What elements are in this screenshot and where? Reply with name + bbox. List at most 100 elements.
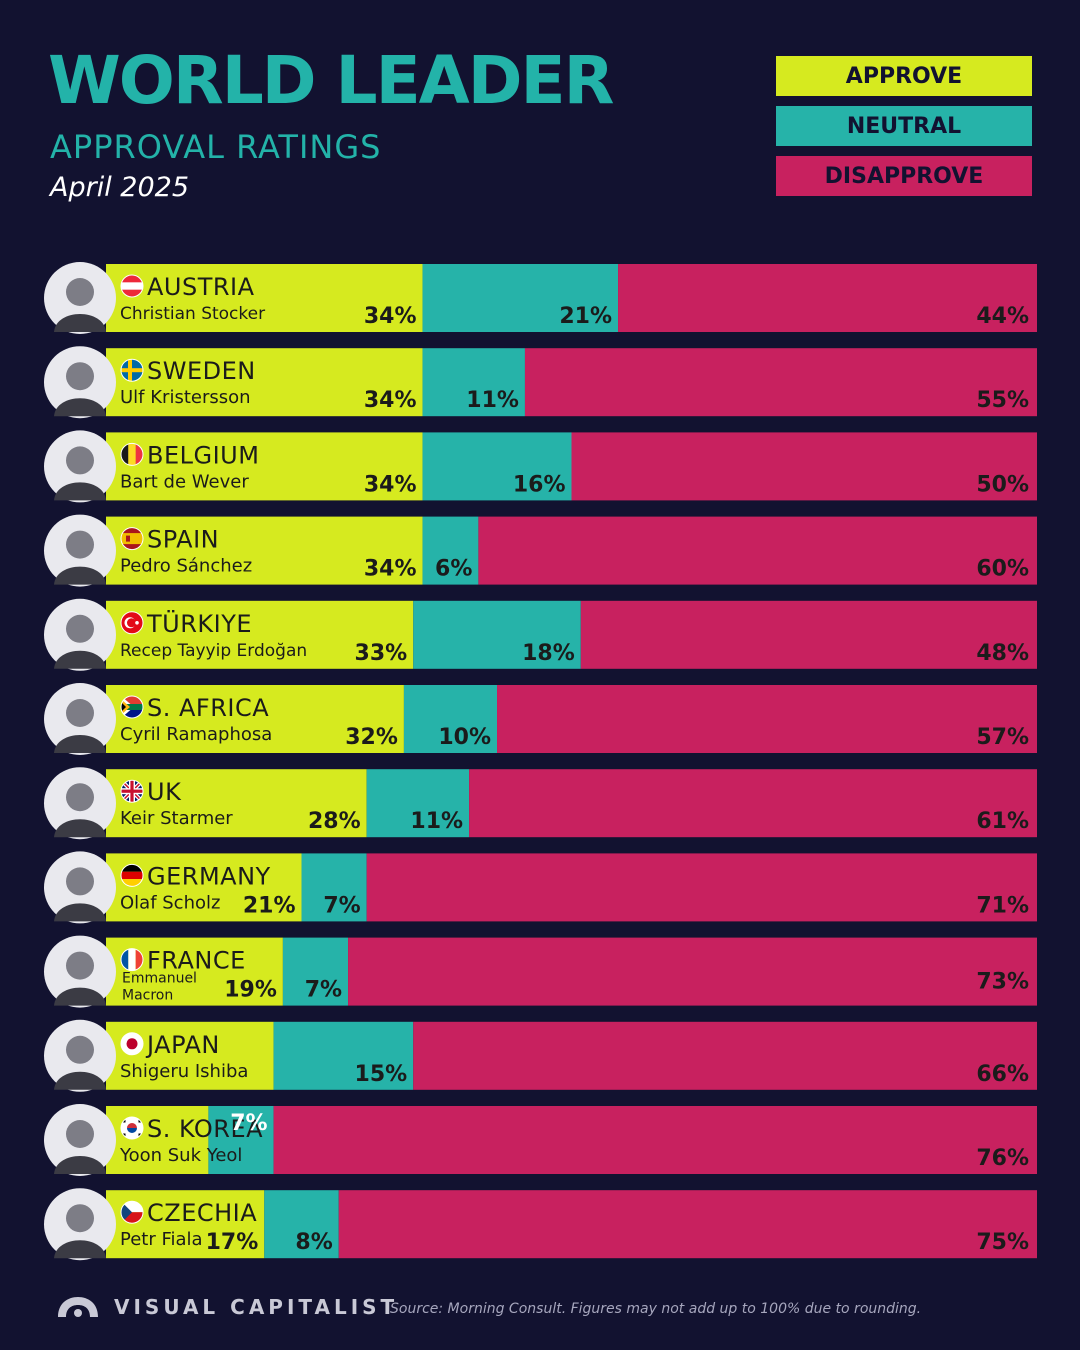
leader-portrait (44, 514, 116, 587)
czechia-flag-icon (121, 1201, 143, 1224)
country-label: BELGIUM (147, 441, 259, 469)
country-label: UK (147, 778, 182, 806)
value-label-neutral: 7% (305, 978, 342, 1003)
bar-approve (106, 685, 404, 753)
value-label-disapprove: 73% (976, 970, 1029, 995)
value-label-disapprove: 48% (976, 641, 1029, 666)
country-label: GERMANY (147, 862, 271, 890)
chart-subtitle: APPROVAL RATINGS (50, 128, 382, 166)
value-label-disapprove: 57% (976, 725, 1029, 750)
country-label: SWEDEN (147, 357, 256, 385)
leader-name: Petr Fiala (120, 1229, 203, 1250)
uk-flag-icon (121, 780, 143, 803)
value-label-neutral: 16% (513, 472, 566, 497)
footer-brand: VISUAL CAPITALIST (114, 1295, 399, 1319)
south-africa-flag-icon (121, 696, 143, 718)
value-label-neutral: 7% (323, 893, 360, 918)
value-label-approve: 21% (243, 893, 296, 918)
bar-neutral (422, 516, 479, 585)
bar-disapprove (348, 937, 1037, 1006)
country-label: S. AFRICA (147, 694, 269, 722)
bar-neutral (403, 685, 498, 753)
bar-approve (106, 516, 423, 585)
austria-flag-icon (121, 275, 143, 297)
bar-approve (106, 853, 302, 922)
japan-flag-icon (121, 1032, 143, 1055)
leader-portrait (44, 1188, 116, 1261)
leader-portrait (44, 598, 116, 671)
bar-approve (106, 1106, 209, 1174)
bar-neutral (301, 853, 367, 922)
bar-disapprove (618, 264, 1037, 332)
bar-disapprove (413, 1021, 1038, 1090)
brand-logo: VISUAL CAPITALIST (54, 1293, 398, 1321)
sweden-flag-icon (121, 359, 143, 382)
bar-neutral (282, 937, 349, 1006)
value-label-disapprove: 66% (976, 1062, 1029, 1087)
country-label: JAPAN (145, 1031, 220, 1059)
bar-approve (106, 264, 423, 332)
bar-disapprove (580, 600, 1037, 669)
country-label: FRANCE (147, 947, 246, 975)
bar-neutral (208, 1106, 274, 1174)
country-label: AUSTRIA (147, 273, 255, 301)
value-label-disapprove: 61% (976, 809, 1029, 834)
value-label-approve: 34% (364, 388, 417, 413)
bar-neutral (422, 348, 525, 417)
chart-title: WORLD LEADER (48, 42, 614, 119)
leader-portrait (44, 1019, 116, 1092)
value-label-disapprove: 55% (976, 388, 1029, 413)
value-label-neutral: 7% (230, 1111, 267, 1136)
value-label-approve: 28% (308, 809, 361, 834)
value-label-neutral: 11% (410, 809, 463, 834)
bar-approve (106, 769, 367, 838)
leader-name: Cyril Ramaphosa (120, 724, 272, 745)
value-label-approve: 34% (364, 472, 417, 497)
bar-disapprove (273, 1106, 1038, 1174)
bar-approve (106, 432, 423, 501)
value-label-disapprove: 44% (976, 304, 1029, 329)
value-label-neutral: 10% (438, 725, 491, 750)
bar-disapprove (478, 516, 1037, 585)
value-label-neutral: 15% (355, 1062, 408, 1087)
leader-name: Pedro Sánchez (120, 556, 252, 577)
spain-flag-icon (121, 527, 143, 550)
country-label: TÜRKIYE (146, 609, 252, 638)
bar-neutral (413, 600, 581, 669)
leader-name: Recep Tayyip Erdoğan (120, 641, 307, 661)
bar-neutral (422, 264, 619, 332)
bar-approve (106, 600, 414, 669)
leader-portrait (44, 935, 116, 1008)
bar-disapprove (524, 348, 1037, 417)
bar-approve (106, 348, 423, 417)
legend-disapprove: DISAPPROVE (776, 156, 1032, 196)
leader-portrait (44, 262, 116, 334)
bar-disapprove (497, 685, 1037, 753)
bar-neutral (264, 1190, 339, 1259)
chart-row: TÜRKIYE Recep Tayyip Erdoğan 33% 18% 48% (44, 598, 1037, 671)
value-label-approve: 32% (345, 725, 398, 750)
bar-disapprove (469, 769, 1038, 838)
chart-date: April 2025 (50, 172, 190, 203)
leader-portrait (44, 430, 116, 503)
leader-portrait (44, 851, 116, 924)
country-label: SPAIN (147, 526, 219, 554)
value-label-neutral: 11% (466, 388, 519, 413)
value-label-neutral: 6% (435, 557, 472, 582)
bar-neutral (273, 1021, 414, 1090)
value-label-approve: 17% (206, 1230, 259, 1255)
value-label-neutral: 21% (559, 304, 612, 329)
turkiye-flag-icon (121, 611, 143, 634)
bar-disapprove (338, 1190, 1037, 1259)
leader-name: Christian Stocker (120, 304, 265, 324)
value-label-approve: 34% (364, 557, 417, 582)
